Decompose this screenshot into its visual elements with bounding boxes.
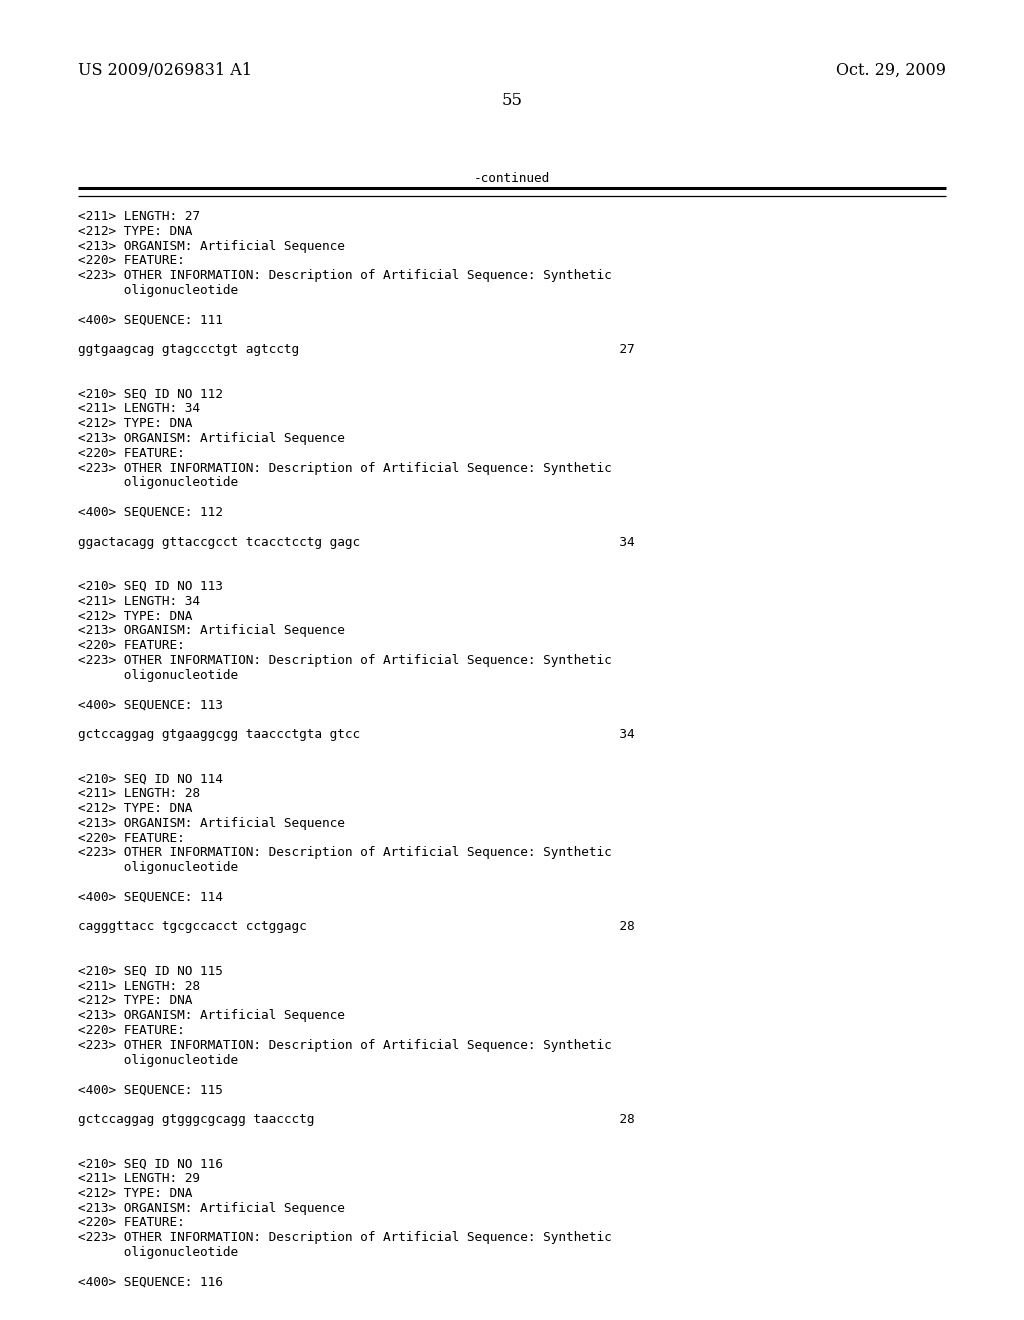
Text: <400> SEQUENCE: 116: <400> SEQUENCE: 116 xyxy=(78,1275,223,1288)
Text: <220> FEATURE:: <220> FEATURE: xyxy=(78,255,184,268)
Text: 55: 55 xyxy=(502,92,522,110)
Text: <220> FEATURE:: <220> FEATURE: xyxy=(78,1217,184,1229)
Text: <210> SEQ ID NO 113: <210> SEQ ID NO 113 xyxy=(78,579,223,593)
Text: <213> ORGANISM: Artificial Sequence: <213> ORGANISM: Artificial Sequence xyxy=(78,240,345,252)
Text: <212> TYPE: DNA: <212> TYPE: DNA xyxy=(78,1187,193,1200)
Text: <223> OTHER INFORMATION: Description of Artificial Sequence: Synthetic: <223> OTHER INFORMATION: Description of … xyxy=(78,462,611,475)
Text: <220> FEATURE:: <220> FEATURE: xyxy=(78,1024,184,1038)
Text: <220> FEATURE:: <220> FEATURE: xyxy=(78,446,184,459)
Text: <220> FEATURE:: <220> FEATURE: xyxy=(78,639,184,652)
Text: <211> LENGTH: 29: <211> LENGTH: 29 xyxy=(78,1172,200,1185)
Text: <213> ORGANISM: Artificial Sequence: <213> ORGANISM: Artificial Sequence xyxy=(78,624,345,638)
Text: cagggttacc tgcgccacct cctggagc                                         28: cagggttacc tgcgccacct cctggagc 28 xyxy=(78,920,635,933)
Text: <211> LENGTH: 34: <211> LENGTH: 34 xyxy=(78,595,200,607)
Text: oligonucleotide: oligonucleotide xyxy=(78,477,239,490)
Text: <211> LENGTH: 28: <211> LENGTH: 28 xyxy=(78,787,200,800)
Text: <211> LENGTH: 34: <211> LENGTH: 34 xyxy=(78,403,200,416)
Text: US 2009/0269831 A1: US 2009/0269831 A1 xyxy=(78,62,252,79)
Text: <400> SEQUENCE: 115: <400> SEQUENCE: 115 xyxy=(78,1084,223,1096)
Text: <212> TYPE: DNA: <212> TYPE: DNA xyxy=(78,803,193,814)
Text: ggactacagg gttaccgcct tcacctcctg gagc                                  34: ggactacagg gttaccgcct tcacctcctg gagc 34 xyxy=(78,536,635,549)
Text: <212> TYPE: DNA: <212> TYPE: DNA xyxy=(78,224,193,238)
Text: <400> SEQUENCE: 113: <400> SEQUENCE: 113 xyxy=(78,698,223,711)
Text: oligonucleotide: oligonucleotide xyxy=(78,861,239,874)
Text: <400> SEQUENCE: 114: <400> SEQUENCE: 114 xyxy=(78,891,223,904)
Text: Oct. 29, 2009: Oct. 29, 2009 xyxy=(836,62,946,79)
Text: <223> OTHER INFORMATION: Description of Artificial Sequence: Synthetic: <223> OTHER INFORMATION: Description of … xyxy=(78,1039,611,1052)
Text: <223> OTHER INFORMATION: Description of Artificial Sequence: Synthetic: <223> OTHER INFORMATION: Description of … xyxy=(78,653,611,667)
Text: gctccaggag gtgaaggcgg taaccctgta gtcc                                  34: gctccaggag gtgaaggcgg taaccctgta gtcc 34 xyxy=(78,729,635,741)
Text: <213> ORGANISM: Artificial Sequence: <213> ORGANISM: Artificial Sequence xyxy=(78,817,345,830)
Text: <211> LENGTH: 28: <211> LENGTH: 28 xyxy=(78,979,200,993)
Text: <220> FEATURE:: <220> FEATURE: xyxy=(78,832,184,845)
Text: -continued: -continued xyxy=(474,172,550,185)
Text: <213> ORGANISM: Artificial Sequence: <213> ORGANISM: Artificial Sequence xyxy=(78,1010,345,1022)
Text: gctccaggag gtgggcgcagg taaccctg                                        28: gctccaggag gtgggcgcagg taaccctg 28 xyxy=(78,1113,635,1126)
Text: ggtgaagcag gtagccctgt agtcctg                                          27: ggtgaagcag gtagccctgt agtcctg 27 xyxy=(78,343,635,356)
Text: <212> TYPE: DNA: <212> TYPE: DNA xyxy=(78,417,193,430)
Text: oligonucleotide: oligonucleotide xyxy=(78,1053,239,1067)
Text: <213> ORGANISM: Artificial Sequence: <213> ORGANISM: Artificial Sequence xyxy=(78,1201,345,1214)
Text: <210> SEQ ID NO 115: <210> SEQ ID NO 115 xyxy=(78,965,223,978)
Text: oligonucleotide: oligonucleotide xyxy=(78,1246,239,1259)
Text: <223> OTHER INFORMATION: Description of Artificial Sequence: Synthetic: <223> OTHER INFORMATION: Description of … xyxy=(78,269,611,282)
Text: <210> SEQ ID NO 112: <210> SEQ ID NO 112 xyxy=(78,388,223,400)
Text: <400> SEQUENCE: 111: <400> SEQUENCE: 111 xyxy=(78,314,223,326)
Text: <213> ORGANISM: Artificial Sequence: <213> ORGANISM: Artificial Sequence xyxy=(78,432,345,445)
Text: <223> OTHER INFORMATION: Description of Artificial Sequence: Synthetic: <223> OTHER INFORMATION: Description of … xyxy=(78,1232,611,1245)
Text: <212> TYPE: DNA: <212> TYPE: DNA xyxy=(78,994,193,1007)
Text: <210> SEQ ID NO 116: <210> SEQ ID NO 116 xyxy=(78,1158,223,1171)
Text: <212> TYPE: DNA: <212> TYPE: DNA xyxy=(78,610,193,623)
Text: oligonucleotide: oligonucleotide xyxy=(78,284,239,297)
Text: <400> SEQUENCE: 112: <400> SEQUENCE: 112 xyxy=(78,506,223,519)
Text: <210> SEQ ID NO 114: <210> SEQ ID NO 114 xyxy=(78,772,223,785)
Text: <211> LENGTH: 27: <211> LENGTH: 27 xyxy=(78,210,200,223)
Text: oligonucleotide: oligonucleotide xyxy=(78,669,239,682)
Text: <223> OTHER INFORMATION: Description of Artificial Sequence: Synthetic: <223> OTHER INFORMATION: Description of … xyxy=(78,846,611,859)
